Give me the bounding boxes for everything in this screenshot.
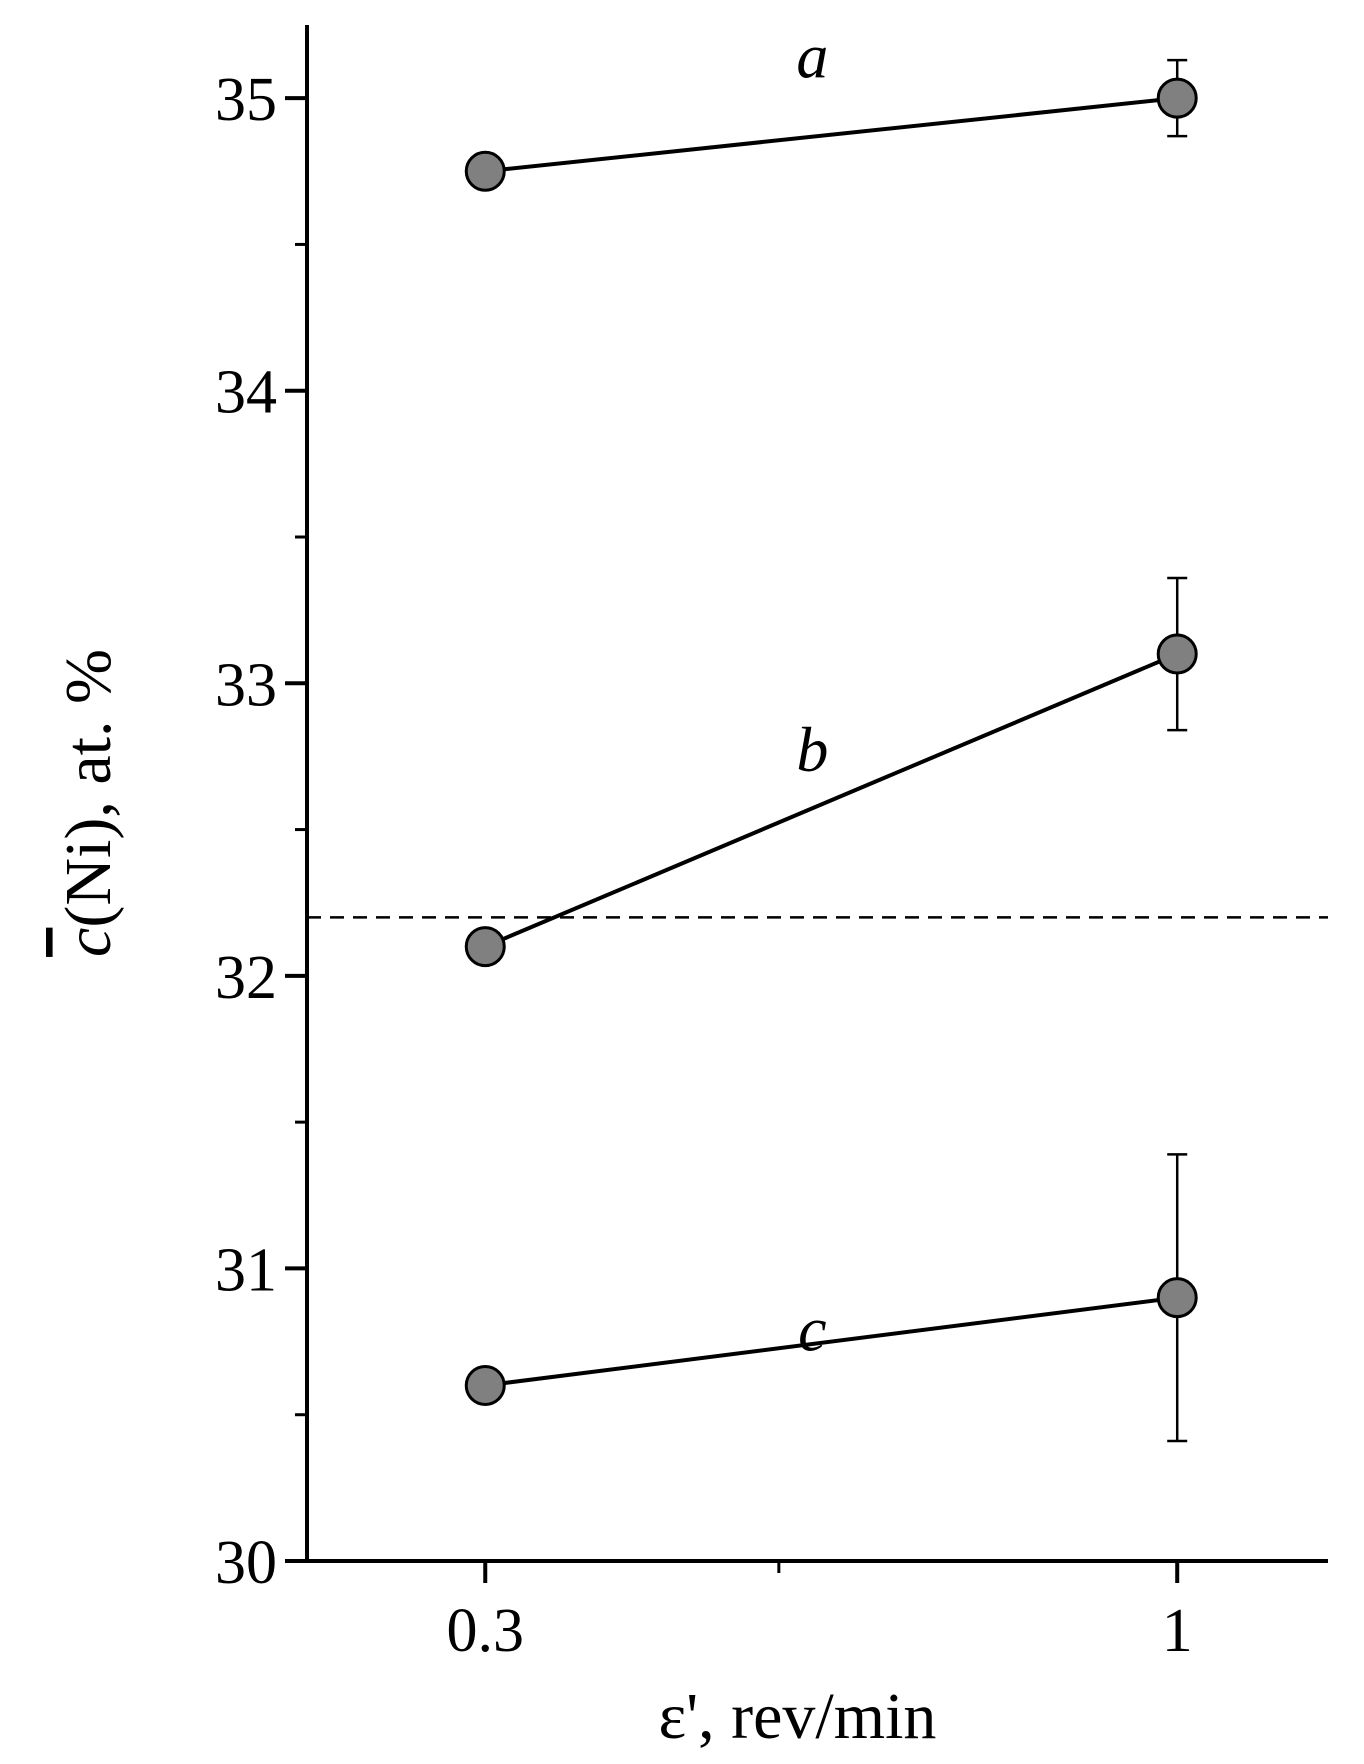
series-label: b (796, 714, 828, 785)
y-tick-label: 32 (215, 944, 277, 1012)
data-point (464, 150, 506, 192)
y-axis-symbol: c (52, 928, 125, 957)
x-tick-label: 0.3 (447, 1597, 525, 1665)
data-point (1156, 77, 1198, 119)
axes: 30 31 32 33 34 35 0.3 1 (215, 25, 1328, 1665)
y-tick-label: 35 (215, 66, 277, 134)
y-tick-label: 31 (215, 1236, 277, 1304)
series-layer: a b c (464, 21, 1198, 1443)
x-axis-title: ε', rev/min (659, 1680, 937, 1753)
series-b: b (464, 576, 1198, 968)
data-point (1156, 1277, 1198, 1319)
y-tick-label: 33 (215, 651, 277, 719)
series-a: a (464, 21, 1198, 192)
data-point (464, 926, 506, 968)
data-point (464, 1364, 506, 1406)
y-axis-unit: (Ni), at. % (52, 649, 125, 928)
data-point (1156, 633, 1198, 675)
y-tick-label: 34 (215, 359, 277, 427)
y-axis-title: c(Ni), at. % (52, 649, 125, 957)
series-label: c (798, 1293, 826, 1364)
series-line (485, 96, 1178, 174)
series-c: c (464, 1153, 1198, 1443)
series-label: a (796, 21, 828, 92)
y-tick-label: 30 (215, 1529, 277, 1597)
series-line (485, 1295, 1178, 1388)
series-line (484, 652, 1178, 949)
x-tick-label: 1 (1162, 1597, 1193, 1665)
